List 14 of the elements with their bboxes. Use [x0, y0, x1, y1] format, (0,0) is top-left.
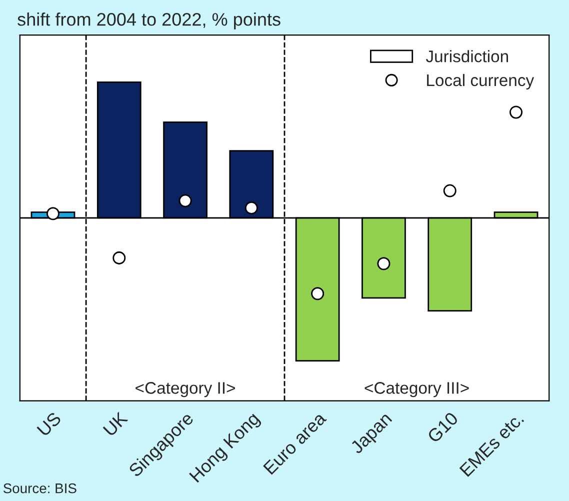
text: <Category II> — [136, 382, 235, 398]
source-note: Source: BIS — [3, 483, 76, 494]
legend-label: Local currency — [427, 74, 534, 90]
text: <Category III> — [364, 382, 469, 398]
point — [311, 287, 324, 300]
legend-label: Jurisdiction — [426, 50, 508, 62]
x-tick-label: UK — [102, 411, 128, 437]
x-tick-label: US — [36, 411, 62, 437]
chart-title: shift from 2004 to 2022, % points — [18, 12, 280, 30]
point — [178, 194, 192, 208]
point — [244, 201, 258, 214]
x-tick-label: G10 — [426, 411, 459, 444]
point — [46, 207, 60, 220]
point — [377, 257, 390, 270]
